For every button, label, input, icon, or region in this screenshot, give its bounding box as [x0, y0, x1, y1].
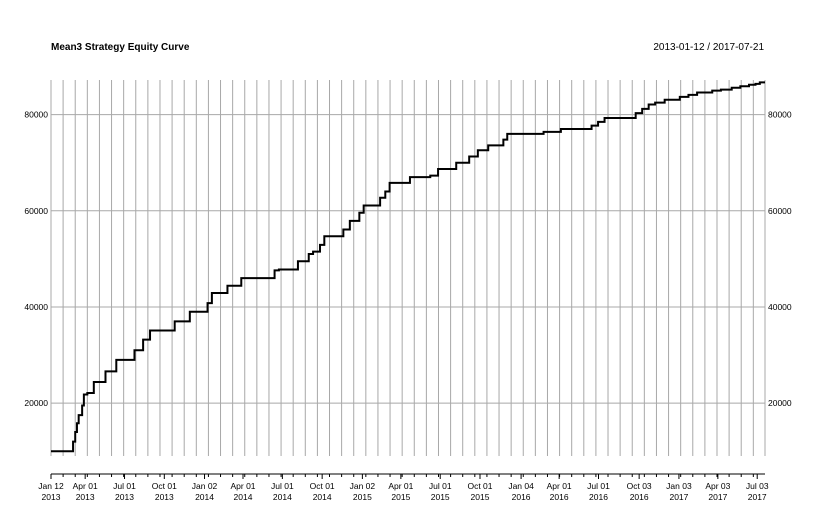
x-tick-label-year: 2014	[273, 492, 292, 502]
x-tick-label: Apr 03	[705, 481, 730, 491]
x-tick-label: Oct 01	[152, 481, 177, 491]
x-tick-label: Jul 01	[429, 481, 452, 491]
x-tick-label: Apr 01	[388, 481, 413, 491]
series-layer	[51, 81, 765, 453]
y-tick-label-left: 60000	[24, 206, 48, 216]
x-tick-label-year: 2013	[76, 492, 95, 502]
x-tick-label-year: 2013	[42, 492, 61, 502]
axis-labels: 20000 20000 40000 40000 60000 60000 80000 80000…	[24, 110, 792, 502]
x-tick-label-year: 2016	[512, 492, 531, 502]
x-tick-label: Jul 01	[113, 481, 136, 491]
chart-title: Mean3 Strategy Equity Curve	[51, 42, 190, 53]
y-tick-label-right: 60000	[768, 206, 792, 216]
y-tick-label-right: 20000	[768, 398, 792, 408]
x-tick-label-year: 2017	[669, 492, 688, 502]
x-tick-label: Apr 01	[547, 481, 572, 491]
x-tick-label-year: 2016	[550, 492, 569, 502]
x-tick-label-year: 2014	[313, 492, 332, 502]
x-tick-label: Jan 12	[38, 481, 64, 491]
x-tick-label: Oct 03	[627, 481, 652, 491]
x-tick-label-year: 2013	[155, 492, 174, 502]
x-tick-label-year: 2014	[195, 492, 214, 502]
x-tick-label-year: 2015	[471, 492, 490, 502]
x-tick-label-year: 2015	[353, 492, 372, 502]
x-tick-label: Jul 03	[746, 481, 769, 491]
vertical-gridlines	[50, 80, 766, 456]
x-tick-label: Jul 01	[587, 481, 610, 491]
x-tick-label-year: 2017	[708, 492, 727, 502]
x-tick-label: Jan 02	[192, 481, 218, 491]
horizontal-gridlines	[51, 114, 765, 404]
x-tick-label-year: 2015	[431, 492, 450, 502]
x-tick-label: Apr 01	[230, 481, 255, 491]
equity-curve-line	[51, 81, 765, 453]
y-tick-label-right: 40000	[768, 302, 792, 312]
axes	[50, 473, 765, 479]
x-tick-label: Jan 03	[666, 481, 692, 491]
x-tick-label-year: 2014	[234, 492, 253, 502]
x-tick-label-year: 2016	[630, 492, 649, 502]
x-tick-label: Jan 04	[508, 481, 534, 491]
chart-date-range: 2013-01-12 / 2017-07-21	[653, 42, 764, 53]
x-tick-label: Jul 01	[271, 481, 294, 491]
y-tick-label-left: 40000	[24, 302, 48, 312]
x-tick-label: Oct 01	[310, 481, 335, 491]
y-tick-label-left: 20000	[24, 398, 48, 408]
y-tick-label-left: 80000	[24, 110, 48, 120]
x-tick-label: Oct 01	[467, 481, 492, 491]
x-tick-label-year: 2015	[391, 492, 410, 502]
y-tick-label-right: 80000	[768, 110, 792, 120]
x-tick-label: Apr 01	[73, 481, 98, 491]
x-tick-label-year: 2016	[589, 492, 608, 502]
x-tick-label-year: 2013	[115, 492, 134, 502]
x-tick-label: Jan 02	[350, 481, 376, 491]
x-tick-label-year: 2017	[748, 492, 767, 502]
